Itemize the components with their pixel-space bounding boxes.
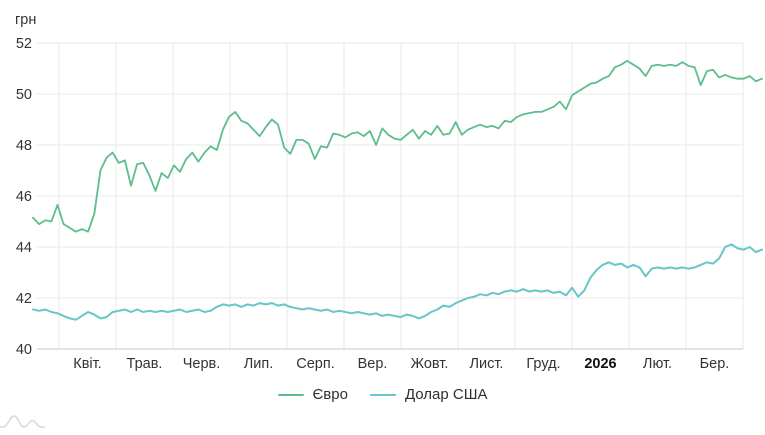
y-tick-label: 40 — [16, 342, 32, 358]
x-tick-label: Квіт. — [73, 356, 101, 372]
y-tick-label: 52 — [16, 36, 32, 52]
x-tick-label: Груд. — [526, 356, 560, 372]
x-tick-label: 2026 — [584, 356, 616, 372]
y-tick-label: 48 — [16, 138, 32, 154]
x-tick-label: Черв. — [183, 356, 221, 372]
y-tick-label: 42 — [16, 291, 32, 307]
x-tick-label: Жовт. — [411, 356, 449, 372]
y-axis-unit-label: грн — [15, 12, 37, 28]
x-tick-label: Трав. — [127, 356, 163, 372]
x-tick-label: Бер. — [700, 356, 730, 372]
series-line-usd — [32, 243, 763, 321]
y-tick-label: 44 — [16, 240, 32, 256]
x-tick-label: Серп. — [296, 356, 334, 372]
x-tick-label: Вер. — [358, 356, 388, 372]
y-tick-label: 50 — [16, 87, 32, 103]
legend-item-euro[interactable]: Євро — [277, 386, 348, 403]
legend-label-usd: Долар США — [404, 386, 488, 403]
waves-logo-watermark — [0, 415, 45, 428]
legend-item-usd[interactable]: Долар США — [369, 386, 488, 403]
euro-line-swatch-icon — [277, 393, 304, 396]
x-tick-label: Лист. — [470, 356, 504, 372]
legend-label-euro: Євро — [312, 386, 348, 403]
chart-legend: Євро Долар США — [0, 386, 765, 403]
x-tick-label: Лип. — [244, 356, 274, 372]
series-line-euro — [32, 60, 763, 233]
usd-line-swatch-icon — [369, 393, 396, 396]
x-tick-label: Лют. — [643, 356, 672, 372]
y-tick-label: 46 — [16, 189, 32, 205]
